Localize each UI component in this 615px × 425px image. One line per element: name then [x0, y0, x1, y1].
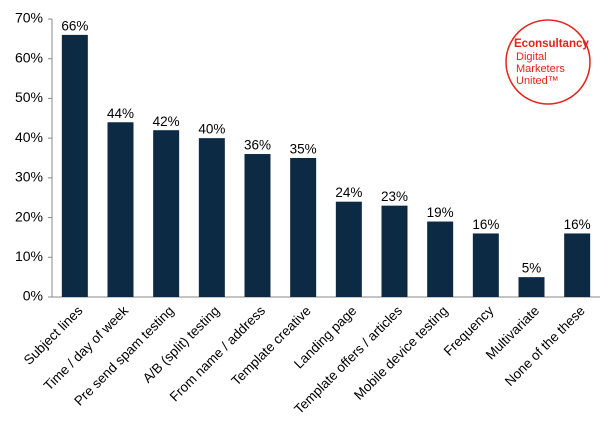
value-label: 19%: [427, 205, 454, 220]
y-tick-label: 10%: [15, 248, 43, 264]
bar: [61, 34, 88, 298]
bar: [472, 233, 499, 297]
x-tick-label: None of the these: [502, 303, 588, 389]
value-label: 42%: [153, 114, 180, 129]
x-tick-label: A/B (split) testing: [140, 303, 223, 386]
value-label: 5%: [522, 261, 542, 276]
logo-tagline: Marketers: [516, 63, 565, 75]
bar: [381, 205, 408, 297]
logo-tagline: Digital: [516, 51, 547, 63]
value-label: 40%: [198, 122, 225, 137]
x-tick-label: Mobile device testing: [351, 303, 451, 403]
y-tick-label: 50%: [15, 89, 43, 105]
logo-tagline: United™: [516, 75, 559, 87]
x-tick-label: Template creative: [228, 303, 313, 388]
value-label: 66%: [61, 18, 88, 33]
y-tick-label: 0%: [23, 288, 43, 304]
logo-ring: [505, 19, 591, 105]
value-label: 23%: [381, 189, 408, 204]
value-label: 24%: [335, 185, 362, 200]
value-label: 16%: [564, 217, 591, 232]
value-label: 44%: [107, 106, 134, 121]
value-label: 35%: [290, 142, 317, 157]
y-tick-label: 40%: [15, 129, 43, 145]
bar: [427, 221, 454, 297]
y-tick-label: 70%: [15, 10, 43, 26]
value-label: 16%: [472, 217, 499, 232]
y-tick-label: 30%: [15, 169, 43, 185]
logo-name: Econsultancy: [514, 38, 589, 50]
x-tick-label: Time / day of week: [41, 303, 132, 394]
value-label: 36%: [244, 138, 271, 153]
bar: [335, 201, 362, 297]
bar: [198, 138, 225, 297]
bar: [153, 130, 180, 297]
bar: [518, 277, 545, 297]
bar: [564, 233, 591, 297]
bar: [107, 122, 134, 297]
logo: Econsultancy Digital Marketers United™: [505, 19, 591, 105]
bar: [290, 158, 317, 297]
bar: [244, 154, 271, 297]
y-tick-label: 20%: [15, 208, 43, 224]
y-tick-label: 60%: [15, 49, 43, 65]
